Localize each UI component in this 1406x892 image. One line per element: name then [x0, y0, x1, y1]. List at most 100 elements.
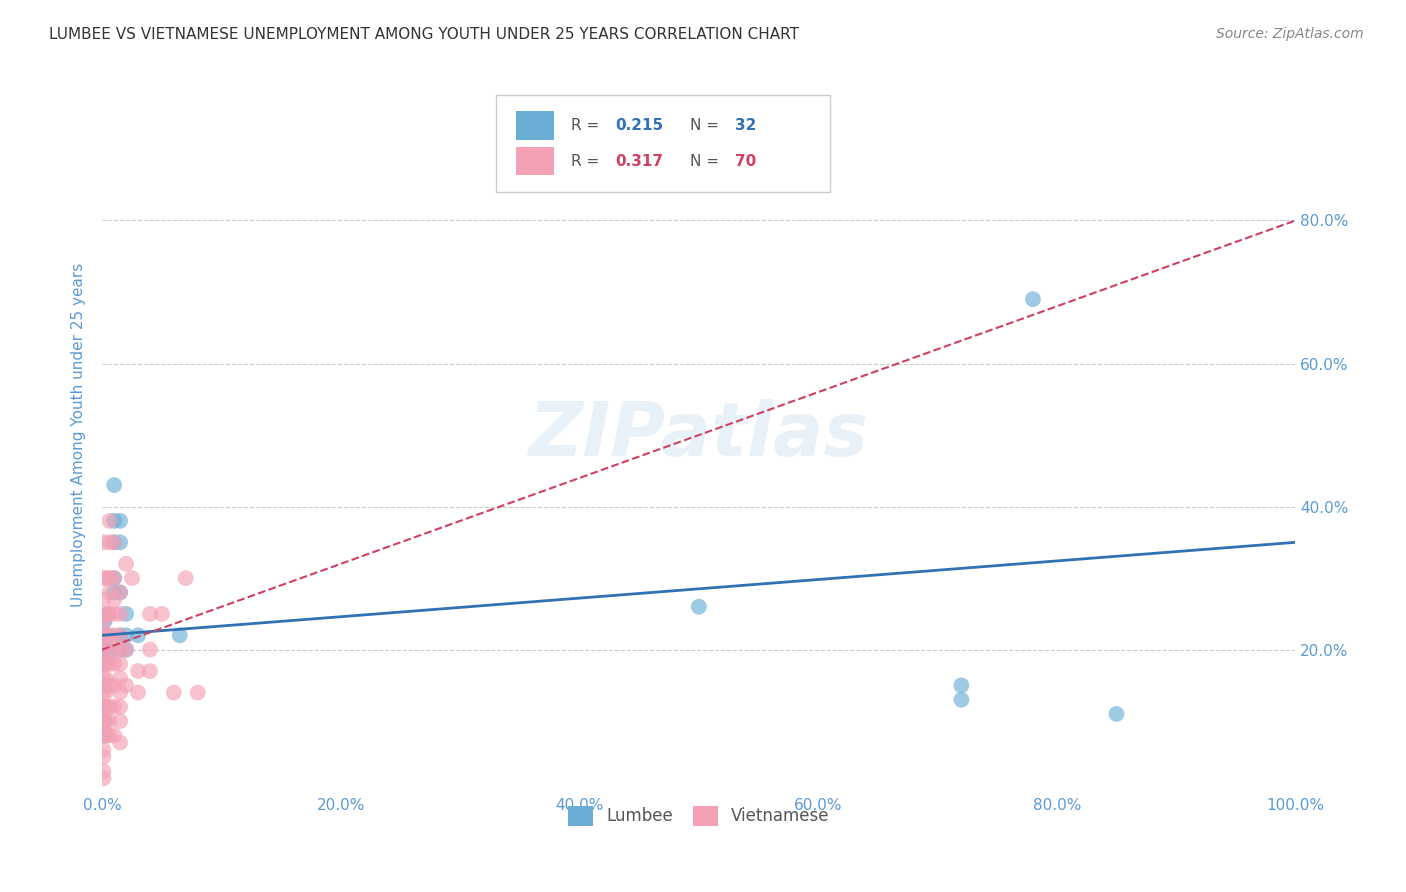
- Y-axis label: Unemployment Among Youth under 25 years: Unemployment Among Youth under 25 years: [72, 263, 86, 607]
- Point: [98, 678, 121, 692]
- Point: [103, 571, 125, 585]
- Point: [127, 685, 149, 699]
- Point: [98, 514, 121, 528]
- Point: [98, 585, 121, 599]
- Point: [108, 685, 131, 699]
- Point: [108, 699, 131, 714]
- Point: [98, 699, 121, 714]
- Point: [94, 728, 117, 742]
- Point: [108, 585, 131, 599]
- Point: [108, 671, 131, 685]
- Point: [93, 772, 115, 786]
- Legend: Lumbee, Vietnamese: Lumbee, Vietnamese: [560, 797, 838, 834]
- Point: [139, 664, 162, 678]
- Point: [121, 571, 143, 585]
- Point: [115, 607, 138, 621]
- Point: [93, 628, 115, 642]
- Point: [98, 571, 121, 585]
- Point: [150, 607, 173, 621]
- Point: [115, 628, 138, 642]
- Point: [115, 642, 138, 657]
- Point: [97, 607, 120, 621]
- Point: [98, 535, 121, 549]
- Text: R =: R =: [571, 118, 605, 133]
- Point: [108, 714, 131, 728]
- Point: [98, 607, 121, 621]
- Point: [93, 685, 115, 699]
- Point: [103, 535, 125, 549]
- Point: [93, 642, 115, 657]
- Point: [108, 535, 131, 549]
- Point: [103, 592, 125, 607]
- Point: [187, 685, 209, 699]
- Point: [97, 642, 120, 657]
- Point: [103, 514, 125, 528]
- Point: [94, 628, 117, 642]
- Point: [93, 699, 115, 714]
- Text: N =: N =: [690, 153, 724, 169]
- Point: [93, 678, 115, 692]
- Point: [139, 642, 162, 657]
- Point: [103, 642, 125, 657]
- Point: [103, 585, 125, 599]
- Point: [93, 614, 115, 628]
- Point: [93, 764, 115, 779]
- Point: [169, 628, 191, 642]
- Point: [108, 607, 131, 621]
- Point: [108, 642, 131, 657]
- Point: [93, 535, 115, 549]
- Point: [127, 628, 149, 642]
- Point: [127, 664, 149, 678]
- Point: [950, 678, 973, 692]
- Point: [93, 728, 115, 742]
- Text: 70: 70: [734, 153, 756, 169]
- Point: [108, 628, 131, 642]
- Text: 0.317: 0.317: [616, 153, 664, 169]
- Point: [93, 743, 115, 757]
- Point: [108, 735, 131, 749]
- FancyBboxPatch shape: [496, 95, 830, 192]
- Point: [94, 642, 117, 657]
- Point: [688, 599, 710, 614]
- Point: [103, 657, 125, 671]
- Point: [108, 514, 131, 528]
- Point: [93, 750, 115, 764]
- Point: [108, 628, 131, 642]
- Point: [94, 699, 117, 714]
- Point: [93, 728, 115, 742]
- Point: [94, 671, 117, 685]
- Point: [98, 628, 121, 642]
- Text: R =: R =: [571, 153, 605, 169]
- Point: [115, 642, 138, 657]
- Point: [94, 685, 117, 699]
- Point: [103, 699, 125, 714]
- Point: [103, 535, 125, 549]
- Point: [103, 678, 125, 692]
- Point: [108, 585, 131, 599]
- Point: [93, 571, 115, 585]
- Point: [98, 657, 121, 671]
- Point: [93, 699, 115, 714]
- FancyBboxPatch shape: [516, 112, 554, 140]
- Text: ZIPatlas: ZIPatlas: [529, 399, 869, 472]
- Point: [93, 592, 115, 607]
- Point: [93, 657, 115, 671]
- Text: LUMBEE VS VIETNAMESE UNEMPLOYMENT AMONG YOUTH UNDER 25 YEARS CORRELATION CHART: LUMBEE VS VIETNAMESE UNEMPLOYMENT AMONG …: [49, 27, 799, 42]
- Point: [103, 571, 125, 585]
- Point: [174, 571, 197, 585]
- FancyBboxPatch shape: [516, 147, 554, 176]
- Point: [94, 571, 117, 585]
- Text: Source: ZipAtlas.com: Source: ZipAtlas.com: [1216, 27, 1364, 41]
- Point: [115, 557, 138, 571]
- Text: 32: 32: [734, 118, 756, 133]
- Point: [93, 614, 115, 628]
- Point: [1022, 292, 1045, 306]
- Point: [94, 714, 117, 728]
- Point: [103, 628, 125, 642]
- Point: [97, 649, 120, 664]
- Point: [98, 714, 121, 728]
- Point: [103, 478, 125, 492]
- Point: [98, 728, 121, 742]
- Text: 0.215: 0.215: [616, 118, 664, 133]
- Point: [163, 685, 186, 699]
